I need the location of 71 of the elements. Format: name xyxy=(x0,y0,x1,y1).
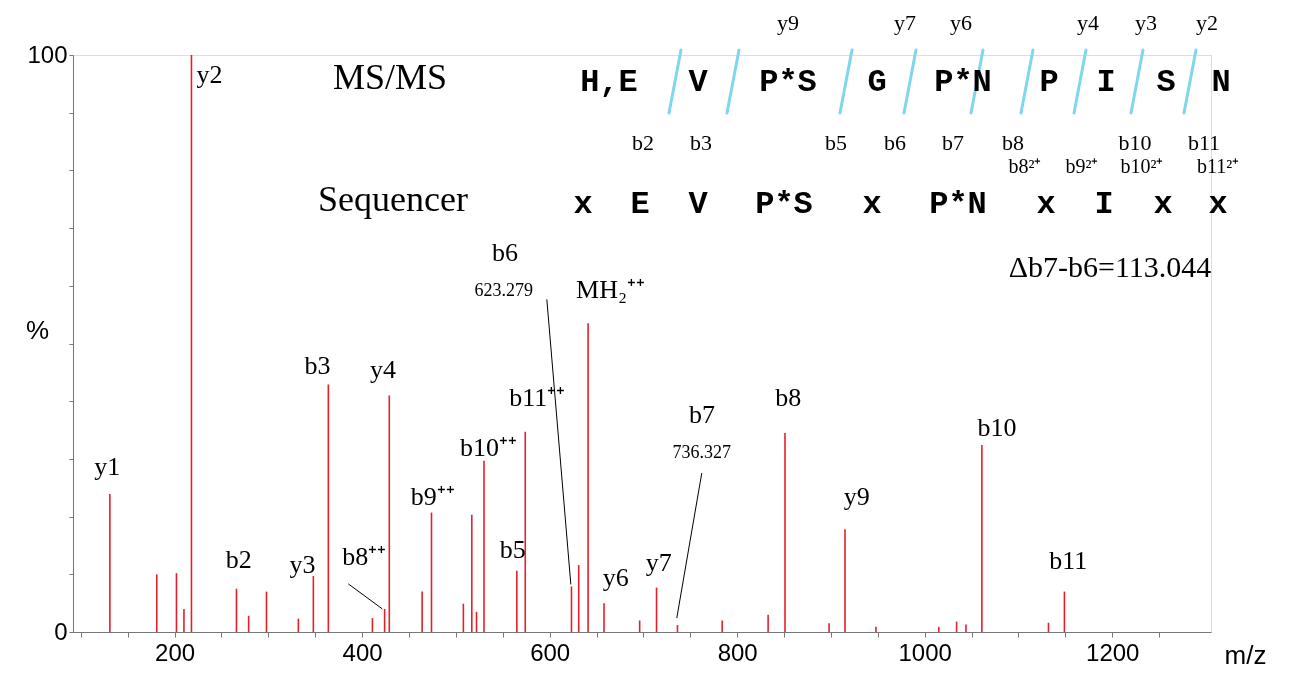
y-tick-label: 100 xyxy=(27,40,68,68)
y-axis-title: % xyxy=(25,314,50,345)
annotation: b3 xyxy=(690,130,712,155)
annotation: P*S xyxy=(755,186,813,223)
annotation: b8 xyxy=(775,382,802,412)
annotation: b5 xyxy=(825,130,847,155)
annotation: b8⁺⁺ xyxy=(342,541,387,571)
annotation: P*N xyxy=(934,64,992,101)
annotation: y9 xyxy=(843,482,870,512)
annotation: x xyxy=(1153,186,1173,223)
annotation: H,E xyxy=(580,64,638,101)
annotation: y1 xyxy=(94,452,121,482)
annotation: x xyxy=(573,186,593,223)
annotation: P*S xyxy=(759,64,817,101)
annotation: 623.279 xyxy=(474,280,534,301)
annotation: b11 xyxy=(1049,545,1088,575)
annotation: MS/MS xyxy=(332,57,448,97)
annotation: y3 xyxy=(289,550,316,580)
annotation: G xyxy=(867,64,887,101)
annotation: I xyxy=(1096,64,1116,101)
annotation: b6 xyxy=(492,238,518,267)
annotation: y2 xyxy=(196,60,223,89)
annotation: b8²⁺ xyxy=(1008,155,1042,177)
text: y7 xyxy=(894,10,916,35)
annotation: V xyxy=(688,64,709,101)
annotation: Sequencer xyxy=(318,179,468,219)
y-tick-label: 0 xyxy=(54,617,68,645)
annotation: P*N xyxy=(929,186,987,223)
text: N xyxy=(1211,64,1231,101)
annotation: y7 xyxy=(645,547,672,577)
annotation: b10⁺⁺ xyxy=(460,432,518,462)
x-tick-label: 1000 xyxy=(898,638,952,666)
annotation: b5 xyxy=(499,534,526,564)
annotation: b6 xyxy=(884,130,906,155)
annotation: b10 xyxy=(977,413,1017,443)
text: y4 xyxy=(1077,10,1099,35)
annotation: MH₂⁺⁺ xyxy=(576,275,646,305)
annotation: b3 xyxy=(304,351,331,381)
annotation: b7 xyxy=(689,400,715,429)
annotation: b2 xyxy=(225,544,252,574)
annotation: b2 xyxy=(632,130,654,155)
annotation: b11 xyxy=(1187,130,1221,155)
x-tick-label: 800 xyxy=(717,638,758,666)
annotation: x xyxy=(862,186,882,223)
annotation: b9⁺⁺ xyxy=(410,481,455,511)
annotation: P xyxy=(1039,64,1059,101)
annotation: I xyxy=(1094,186,1114,223)
annotation: b11²⁺ xyxy=(1196,155,1240,177)
annotation: b7 xyxy=(942,130,964,155)
annotation: S xyxy=(1156,64,1176,101)
annotation: b8 xyxy=(1002,130,1024,155)
text: y6 xyxy=(950,10,972,35)
annotation: y6 xyxy=(602,563,629,593)
x-tick-label: 200 xyxy=(155,638,196,666)
text: y3 xyxy=(1135,10,1157,35)
annotation: 736.327 xyxy=(672,442,732,463)
x-tick-label: 600 xyxy=(530,638,571,666)
x-tick-label: 1200 xyxy=(1086,638,1140,666)
annotation: b10 xyxy=(1118,130,1152,155)
annotation: b10²⁺ xyxy=(1120,155,1164,177)
text: x xyxy=(1208,186,1228,223)
x-tick-label: 400 xyxy=(342,638,383,666)
text: y2 xyxy=(1196,10,1218,35)
annotation: E xyxy=(630,186,650,223)
annotation: b9²⁺ xyxy=(1065,155,1099,177)
annotation: V xyxy=(688,186,709,223)
text: y9 xyxy=(777,10,799,35)
annotation: y4 xyxy=(370,355,397,385)
annotation: Δb7-b6=113.044 xyxy=(1008,250,1212,283)
annotation: x xyxy=(1036,186,1056,223)
x-axis-title: m/z xyxy=(1224,639,1267,670)
